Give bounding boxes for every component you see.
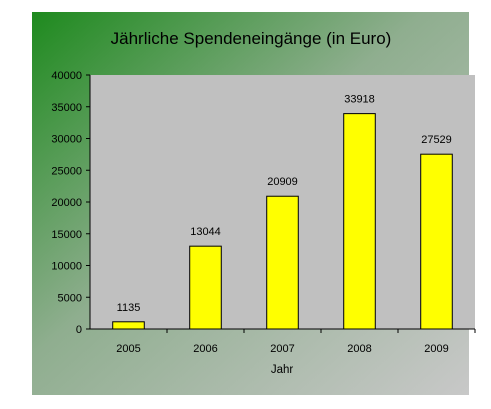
y-tick-label: 20000 <box>51 197 82 209</box>
bar-2008 <box>343 113 376 330</box>
chart-title: Jährliche Spendeneingänge (in Euro) <box>111 29 392 48</box>
data-label-2005: 1135 <box>117 302 141 314</box>
x-tick-label: 2005 <box>116 343 140 355</box>
y-tick-label: 25000 <box>51 165 82 177</box>
y-tick-label: 0 <box>76 324 82 336</box>
data-labels: 1135 13044 20909 33918 27529 <box>117 94 452 314</box>
bar-series <box>112 113 453 330</box>
x-tick-label: 2008 <box>347 343 371 355</box>
bar-2006 <box>189 245 222 330</box>
y-tick-label: 5000 <box>58 292 82 304</box>
bar-2009 <box>420 153 453 330</box>
y-tick-label: 30000 <box>51 134 82 146</box>
y-tick-label: 40000 <box>51 70 82 82</box>
data-label-2006: 13044 <box>190 226 221 238</box>
data-label-2009: 27529 <box>421 134 452 146</box>
x-axis-title: Jahr <box>271 364 294 376</box>
data-label-2007: 20909 <box>267 176 298 188</box>
y-tick-label: 15000 <box>51 229 82 241</box>
data-label-2008: 33918 <box>344 94 375 106</box>
x-tick-label: 2006 <box>193 343 217 355</box>
x-tick-label: 2009 <box>424 343 448 355</box>
x-axis: 2005 2006 2007 2008 2009 <box>90 328 476 355</box>
bar-2007 <box>266 195 299 330</box>
x-tick-label: 2007 <box>270 343 294 355</box>
bar-2005 <box>112 321 145 330</box>
y-tick-label: 10000 <box>51 261 82 273</box>
y-axis: 0 5000 10000 15000 20000 25000 30000 35000 40000 <box>51 70 91 336</box>
y-tick-label: 35000 <box>51 102 82 114</box>
